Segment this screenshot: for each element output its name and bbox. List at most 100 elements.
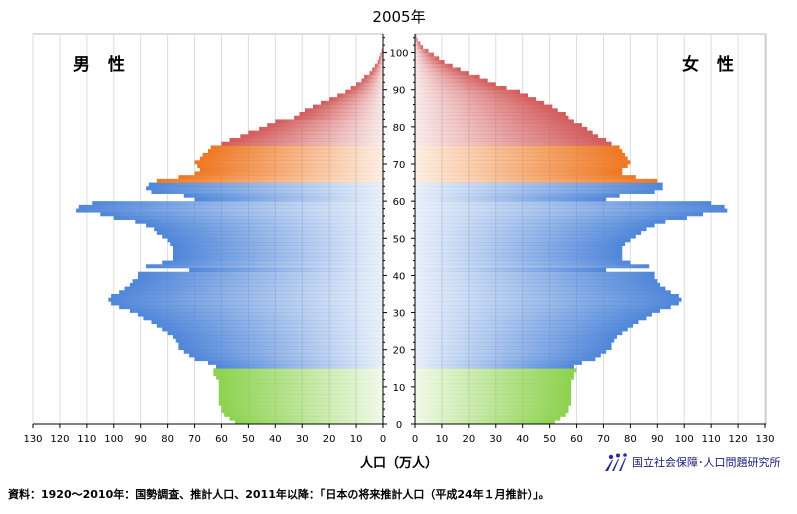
male-bar-age-93 xyxy=(364,74,383,79)
male-bar-age-38 xyxy=(132,279,383,284)
female-bar-age-24 xyxy=(415,331,623,336)
female-bar-age-61 xyxy=(415,193,620,198)
male-bar-age-92 xyxy=(361,78,383,83)
male-bar-age-35 xyxy=(119,290,384,295)
male-bar-age-91 xyxy=(356,82,383,87)
female-bar-age-96 xyxy=(415,63,453,68)
male-bar-age-22 xyxy=(175,338,383,343)
male-label: 男 性 xyxy=(73,54,131,75)
female-bar-age-49 xyxy=(415,238,631,243)
female-bar-age-71 xyxy=(415,156,628,161)
female-bar-age-101 xyxy=(415,45,424,50)
male-bar-age-19 xyxy=(183,349,383,354)
female-bar-age-16 xyxy=(415,360,582,365)
female-bar-age-91 xyxy=(415,82,496,87)
female-x-tick-label: 40 xyxy=(516,434,529,445)
female-x-tick-label: 50 xyxy=(543,434,556,445)
male-bar-age-30 xyxy=(129,308,383,313)
female-bar-age-83 xyxy=(415,112,566,117)
male-x-tick-label: 40 xyxy=(269,434,282,445)
age-tick-label: 10 xyxy=(393,383,406,394)
male-bar-age-2 xyxy=(224,412,383,417)
female-bar-age-89 xyxy=(415,89,520,94)
male-bar-age-88 xyxy=(337,93,383,98)
female-bar-age-78 xyxy=(415,130,593,135)
female-bar-age-15 xyxy=(415,364,574,369)
female-bar-age-7 xyxy=(415,394,572,399)
male-bar-age-54 xyxy=(135,219,383,224)
female-bar-age-76 xyxy=(415,138,607,143)
male-bar-age-6 xyxy=(218,398,383,403)
female-bar-age-99 xyxy=(415,52,434,57)
female-bar-age-64 xyxy=(415,182,663,187)
female-bar-age-93 xyxy=(415,74,480,79)
male-bar-age-45 xyxy=(173,253,383,258)
female-bar-age-65 xyxy=(415,178,658,183)
age-tick-label: 50 xyxy=(393,234,406,245)
male-bar-age-79 xyxy=(259,126,383,131)
chart-title: 2005年 xyxy=(372,8,425,26)
female-x-tick-label: 30 xyxy=(489,434,502,445)
male-bar-age-5 xyxy=(218,401,383,406)
female-bar-age-103 xyxy=(415,37,418,42)
female-bar-age-12 xyxy=(415,375,574,380)
male-bar-age-64 xyxy=(148,182,383,187)
female-bar-age-31 xyxy=(415,305,671,310)
male-bar-age-51 xyxy=(156,230,383,235)
male-bar-age-27 xyxy=(151,320,383,325)
female-bar-age-72 xyxy=(415,152,625,157)
female-x-tick-label: 0 xyxy=(412,434,418,445)
female-bar-age-48 xyxy=(415,242,625,247)
male-x-tick-label: 0 xyxy=(380,434,386,445)
male-bar-age-53 xyxy=(146,223,383,228)
age-tick-label: 80 xyxy=(393,123,406,134)
male-bar-age-50 xyxy=(162,234,383,239)
female-bar-age-81 xyxy=(415,119,574,124)
age-axis: 0 10 20 30 40 50 60 70 80 90 100 xyxy=(382,34,416,431)
female-bar-age-13 xyxy=(415,372,574,377)
male-bar-age-32 xyxy=(111,301,383,306)
female-bar-age-25 xyxy=(415,327,628,332)
male-bar-age-34 xyxy=(111,294,383,299)
male-bar-age-70 xyxy=(194,160,383,165)
male-bar-age-20 xyxy=(178,346,383,351)
male-bar-age-15 xyxy=(216,364,383,369)
age-tick-label: 0 xyxy=(396,420,402,431)
x-axis-label: 人口（万人） xyxy=(360,455,438,471)
female-bar-age-38 xyxy=(415,279,658,284)
male-bar-age-56 xyxy=(100,212,383,217)
male-bar-age-13 xyxy=(213,372,383,377)
male-bar-age-77 xyxy=(240,134,383,139)
female-x-tick-label: 80 xyxy=(624,434,637,445)
male-bar-age-59 xyxy=(92,201,383,206)
female-bar-age-92 xyxy=(415,78,488,83)
male-bar-age-44 xyxy=(173,256,383,261)
female-label: 女 性 xyxy=(682,54,740,75)
female-bar-age-4 xyxy=(415,405,569,410)
female-bar-age-26 xyxy=(415,323,634,328)
male-bar-age-43 xyxy=(162,260,383,265)
male-bar-age-42 xyxy=(146,264,383,269)
male-x-tick-label: 120 xyxy=(50,434,69,445)
ipss-logo-icon xyxy=(605,453,627,471)
male-bar-age-99 xyxy=(380,52,383,57)
male-bar-age-82 xyxy=(294,115,383,120)
female-x-tick-label: 130 xyxy=(755,434,774,445)
female-bar-age-63 xyxy=(415,186,663,191)
male-bar-age-28 xyxy=(143,316,383,321)
male-bar-age-60 xyxy=(194,197,383,202)
male-bar-age-74 xyxy=(210,145,383,150)
female-bar-age-10 xyxy=(415,383,572,388)
male-bar-age-41 xyxy=(189,268,383,273)
male-x-tick-label: 80 xyxy=(161,434,174,445)
female-bar-age-47 xyxy=(415,245,623,250)
female-bar-age-51 xyxy=(415,230,642,235)
male-x-tick-label: 20 xyxy=(323,434,336,445)
male-bar-age-0 xyxy=(234,420,383,425)
male-bar-age-94 xyxy=(369,71,383,76)
male-x-tick-label: 30 xyxy=(296,434,309,445)
female-bar-age-0 xyxy=(415,420,555,425)
female-bar-age-53 xyxy=(415,223,655,228)
female-bar-age-59 xyxy=(415,201,712,206)
age-tick-label: 90 xyxy=(393,86,406,97)
